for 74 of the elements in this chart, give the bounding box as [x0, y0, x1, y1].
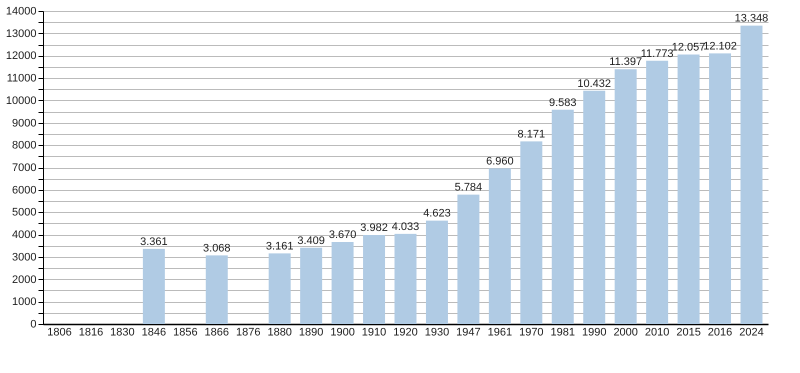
x-tick-label: 1890: [298, 326, 324, 338]
x-tick-label: 1920: [393, 326, 418, 338]
bar: [614, 69, 637, 324]
y-tick-label: 3000: [12, 251, 36, 264]
data-label: 13.348: [734, 12, 768, 25]
y-tick-label: 4000: [12, 229, 36, 242]
x-tick-label: 1961: [488, 326, 512, 338]
y-tick-label: 14000: [6, 6, 36, 18]
x-tick-label: 2024: [739, 326, 764, 338]
y-tick-label: 6000: [12, 184, 36, 196]
bar: [363, 234, 386, 324]
bar: [583, 90, 606, 324]
bar: [678, 54, 700, 324]
y-tick-label: 5000: [12, 206, 36, 219]
x-tick-label: 2015: [676, 326, 701, 338]
x-tick-label: 1910: [362, 326, 386, 338]
y-tick-label: 10000: [6, 94, 36, 107]
x-tick-label: 1880: [267, 326, 292, 338]
x-tick-label: 1866: [204, 326, 230, 338]
x-tick-label: 2016: [708, 326, 732, 338]
data-label: 3.361: [140, 236, 168, 248]
data-label: 4.623: [423, 208, 451, 220]
data-label: 12.057: [672, 41, 706, 54]
data-label: 11.773: [640, 48, 674, 60]
x-tick-label: 1970: [519, 326, 544, 338]
x-tick-label: 1816: [78, 326, 104, 338]
bar: [142, 248, 165, 324]
y-tick-label: 12000: [6, 50, 36, 62]
x-tick-label: 1876: [236, 326, 260, 338]
bar: [300, 248, 322, 324]
data-label: 3.982: [360, 222, 388, 234]
bar: [332, 242, 354, 324]
bar: [646, 60, 668, 324]
x-tick-label: 1830: [110, 326, 135, 338]
y-tick-label: 7000: [12, 162, 36, 174]
data-label: 3.670: [328, 228, 356, 241]
data-label: 10.432: [577, 78, 612, 90]
x-tick-label: 1947: [456, 326, 481, 338]
y-tick-label: 1000: [12, 296, 36, 308]
x-tick-label: 2000: [613, 326, 638, 338]
data-label: 8.171: [518, 128, 546, 140]
bar: [709, 53, 732, 324]
x-tick-label: 1900: [330, 326, 355, 338]
data-label: 3.161: [266, 240, 294, 252]
x-tick-label: 1806: [47, 326, 72, 338]
bar: [457, 194, 480, 324]
bar: [426, 220, 448, 324]
bar: [488, 168, 511, 324]
bar: [394, 234, 416, 324]
bar: [740, 26, 762, 324]
x-tick-label: 2010: [644, 326, 670, 338]
data-label: 3.409: [297, 234, 325, 247]
y-tick-label: 0: [30, 318, 36, 330]
x-tick-label: 1856: [173, 326, 198, 338]
data-label: 5.784: [454, 182, 482, 194]
y-tick-label: 8000: [12, 140, 36, 152]
x-tick-label: 1930: [424, 326, 450, 338]
y-tick-label: 2000: [12, 274, 36, 286]
y-tick-label: 9000: [12, 117, 36, 130]
data-label: 9.583: [549, 96, 577, 109]
bar: [520, 141, 542, 324]
x-tick-label: 1990: [582, 326, 606, 338]
bar: [206, 255, 228, 324]
data-label: 4.033: [392, 220, 420, 233]
data-label: 3.068: [203, 242, 231, 254]
x-tick-label: 1846: [142, 326, 166, 338]
x-tick-label: 1981: [550, 326, 576, 338]
bar: [552, 110, 574, 324]
y-tick-label: 11000: [6, 72, 36, 85]
data-label: 12.102: [703, 40, 737, 52]
data-label: 11.397: [609, 56, 642, 68]
bar: [268, 253, 291, 324]
y-tick-label: 13000: [6, 28, 36, 40]
data-label: 6.960: [486, 155, 514, 168]
